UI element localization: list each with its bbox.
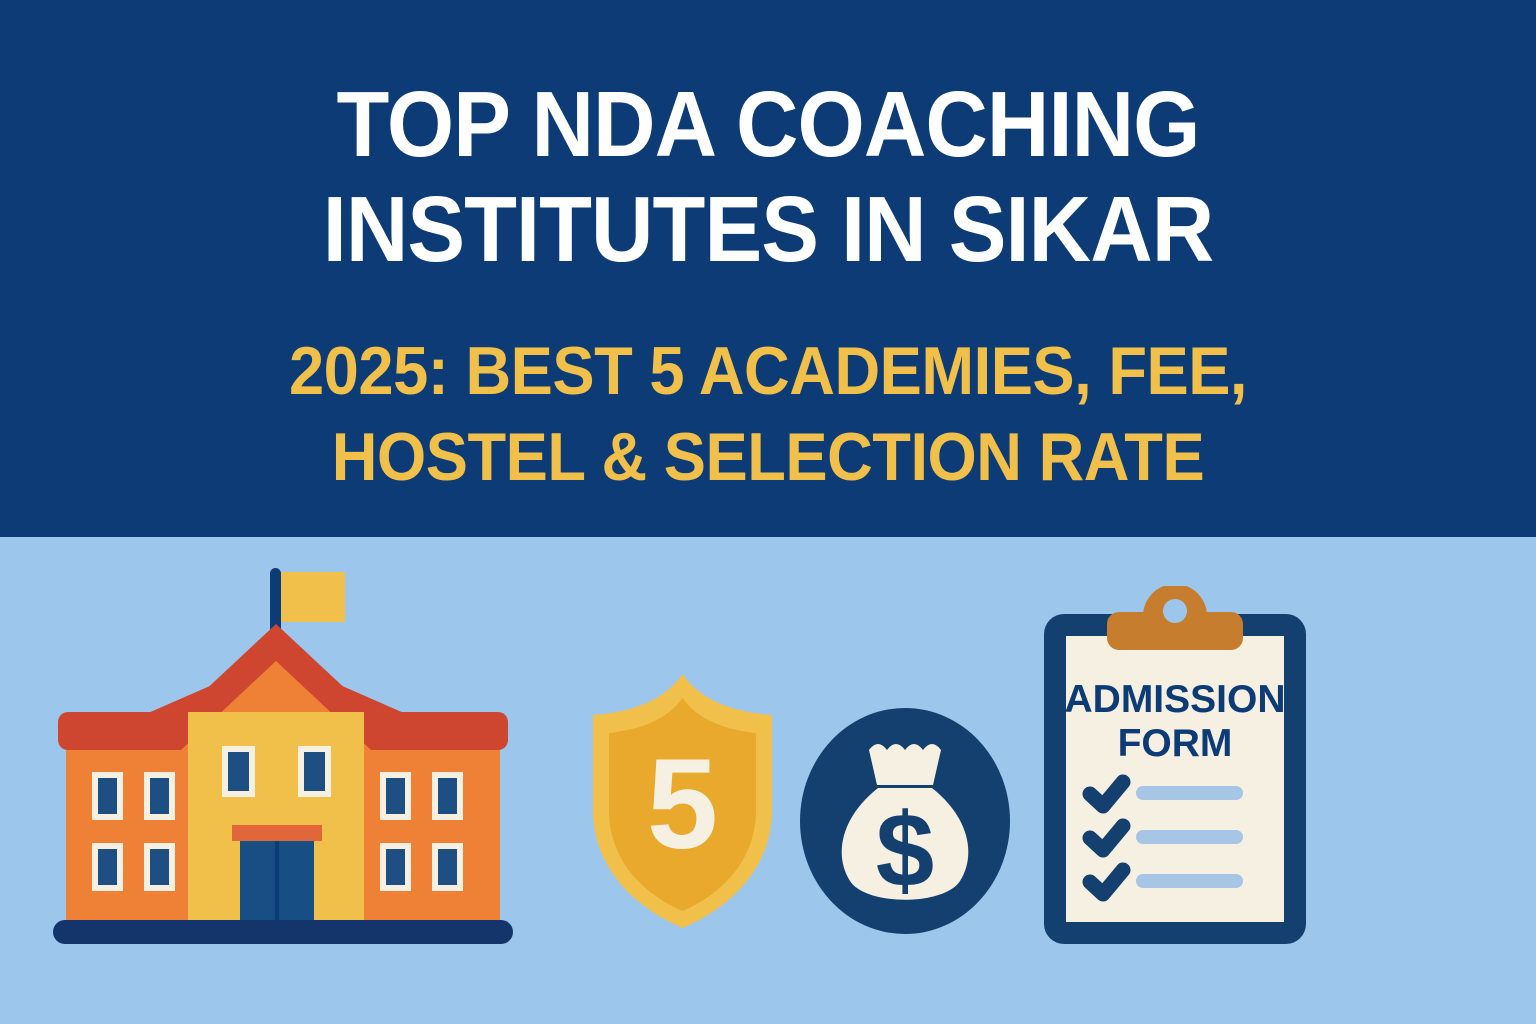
header-band: TOP NDA COACHING INSTITUTES IN SIKAR 202… [0,0,1536,537]
checklist-row [1082,774,1243,814]
subtitle-line-1: 2025: BEST 5 ACADEMIES, FEE, [288,333,1248,409]
page-subtitle: 2025: BEST 5 ACADEMIES, FEE, HOSTEL & SE… [0,328,1536,500]
checklist-row [1082,818,1243,858]
money-bag-icon: $ [800,706,1010,936]
shield-badge-value: 5 [647,733,718,876]
subtitle-line-2: HOSTEL & SELECTION RATE [331,419,1205,495]
shield-rank-icon: 5 [585,670,780,932]
title-line-2: INSTITUTES IN SIKAR [322,177,1214,281]
money-currency-symbol: $ [876,792,934,909]
clipboard-title-line-2: FORM [1118,722,1233,765]
admission-clipboard-icon: ADMISSION FORM [1040,584,1310,946]
checklist-row [1082,862,1243,902]
clipboard-title-line-1: ADMISSION [1064,678,1285,721]
school-building-icon [48,560,518,960]
title-line-1: TOP NDA COACHING [336,72,1201,176]
page-title: TOP NDA COACHING INSTITUTES IN SIKAR [0,72,1536,282]
